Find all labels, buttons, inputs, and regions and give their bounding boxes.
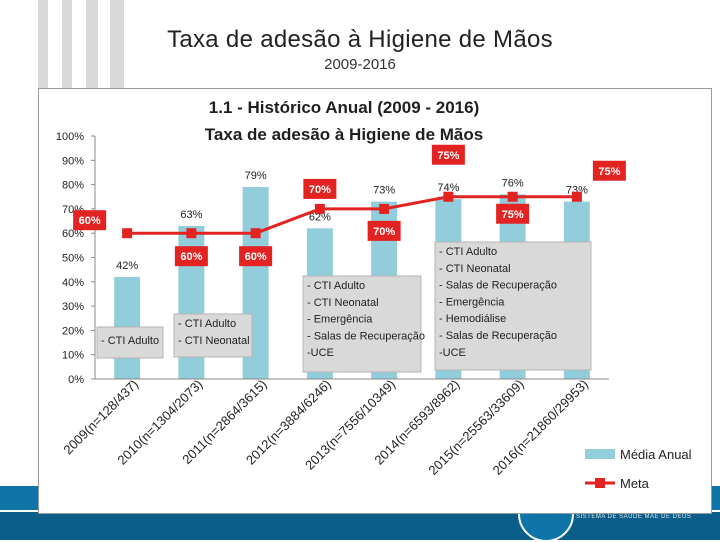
meta-callout-box: [73, 210, 107, 231]
units-note-box: [96, 326, 164, 359]
meta-callout-label: 75%: [502, 209, 524, 221]
legend-label: Média Anual: [620, 447, 692, 462]
meta-callout-label: 70%: [373, 226, 395, 238]
units-note-line: - CTI Adulto: [178, 318, 236, 330]
meta-callout-label: 60%: [79, 215, 101, 227]
units-note-line: - Salas de Recuperação: [439, 280, 557, 292]
meta-point: [571, 191, 582, 202]
meta-callout-box: [239, 246, 273, 267]
units-note-line: - Emergência: [307, 314, 373, 326]
header-stripe: [38, 0, 48, 88]
bar-value-label: 62%: [309, 211, 331, 223]
y-tick-label: 0%: [68, 374, 84, 386]
legend-swatch-bar: [585, 449, 615, 459]
header-stripe: [110, 0, 124, 88]
y-tick-label: 100%: [56, 131, 84, 143]
y-tick-label: 50%: [62, 253, 84, 265]
chart-header: 1.1 - Histórico Anual (2009 - 2016): [209, 98, 480, 117]
meta-callout-box: [592, 160, 626, 181]
units-note-line: -UCE: [307, 347, 334, 359]
y-tick-label: 10%: [62, 350, 84, 362]
bar-value-label: 76%: [502, 177, 524, 189]
y-tick-label: 90%: [62, 155, 84, 167]
slide-subtitle: 2009-2016: [324, 56, 396, 73]
y-tick-label: 80%: [62, 180, 84, 192]
meta-point: [443, 191, 454, 202]
header-stripe: [86, 0, 98, 88]
bar-value-label: 73%: [373, 185, 395, 197]
meta-point: [314, 203, 325, 214]
units-note-line: - CTI Adulto: [101, 335, 159, 347]
footer-band-bottom: [0, 512, 720, 540]
meta-callout-box: [431, 144, 465, 165]
meta-line: [127, 195, 577, 235]
meta-callout-label: 60%: [245, 251, 267, 263]
legend-label: Meta: [620, 476, 650, 491]
meta-point: [379, 203, 390, 214]
units-note-box: [173, 313, 253, 358]
units-note-box: [434, 241, 592, 371]
units-note-line: - Emergência: [439, 296, 505, 308]
y-tick-label: 60%: [62, 228, 84, 240]
units-note-line: - CTI Adulto: [439, 246, 497, 258]
meta-callout-box: [303, 178, 337, 199]
units-note-line: - CTI Neonatal: [439, 263, 511, 275]
units-note-line: - Salas de Recuperação: [439, 330, 557, 342]
units-note-line: - CTI Adulto: [307, 280, 365, 292]
y-tick-label: 40%: [62, 277, 84, 289]
chart-title: Taxa de adesão à Higiene de Mãos: [205, 125, 483, 144]
bar-value-label: 74%: [437, 182, 459, 194]
bar-value-label: 73%: [566, 185, 588, 197]
meta-callout-label: 75%: [437, 150, 459, 162]
meta-point: [122, 228, 133, 239]
meta-point: [186, 228, 197, 239]
y-tick-label: 30%: [62, 301, 84, 313]
bar-value-label: 42%: [116, 260, 138, 272]
legend-swatch-marker: [595, 478, 605, 488]
meta-callout-box: [174, 246, 208, 267]
meta-callout-label: 75%: [598, 166, 620, 178]
slide-title: Taxa de adesão à Higiene de Mãos: [167, 26, 553, 53]
meta-callout-box: [496, 203, 530, 224]
meta-point: [250, 228, 261, 239]
bar-value-label: 79%: [245, 170, 267, 182]
meta-callout-label: 60%: [180, 251, 202, 263]
meta-point: [507, 191, 518, 202]
y-tick-label: 20%: [62, 325, 84, 337]
footer-org-text: SISTEMA DE SAÚDE MÃE DE DEUS: [576, 514, 692, 520]
chart-svg: 1.1 - Histórico Anual (2009 - 2016) Taxa …: [56, 98, 692, 491]
bar-value-label: 63%: [180, 209, 202, 221]
units-note-line: -UCE: [439, 347, 466, 359]
units-note-line: - CTI Neonatal: [178, 335, 250, 347]
units-note-box: [302, 275, 422, 373]
chart-container: 1.1 - Histórico Anual (2009 - 2016) Taxa …: [38, 88, 712, 514]
meta-callout-label: 70%: [309, 184, 331, 196]
meta-callout-box: [367, 220, 401, 241]
header-stripe: [62, 0, 72, 88]
units-note-line: - Hemodiálise: [439, 313, 506, 325]
units-note-line: - Salas de Recuperação: [307, 330, 425, 342]
units-note-line: - CTI Neonatal: [307, 297, 379, 309]
